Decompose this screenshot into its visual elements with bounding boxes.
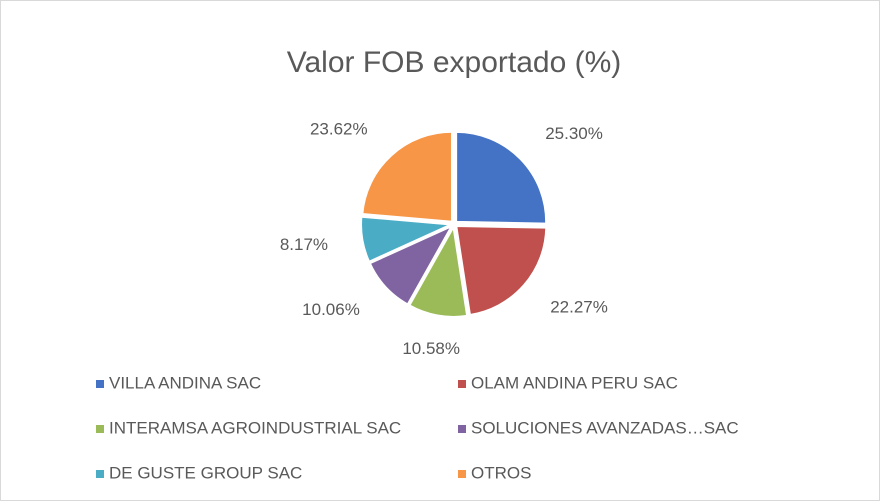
legend-swatch — [96, 425, 104, 433]
pie-slice — [368, 223, 455, 306]
data-label: 23.62% — [310, 119, 368, 138]
legend-swatch — [458, 380, 466, 388]
pie-slice — [455, 130, 548, 225]
legend-label: INTERAMSA AGROINDUSTRIAL SAC — [109, 418, 401, 437]
pie-slice — [361, 130, 453, 223]
pie-slice — [455, 224, 548, 317]
legend-label: OTROS — [471, 463, 531, 482]
data-label: 22.27% — [550, 298, 608, 317]
pie-slice — [408, 223, 469, 318]
chart-title: Valor FOB exportado (%) — [287, 46, 622, 79]
legend-label: DE GUSTE GROUP SAC — [109, 463, 302, 482]
legend-swatch — [96, 380, 104, 388]
legend-label: VILLA ANDINA SAC — [109, 373, 261, 392]
legend-label: SOLUCIONES AVANZADAS…SAC — [471, 418, 739, 437]
legend-swatch — [458, 470, 466, 478]
data-label: 10.06% — [302, 300, 360, 319]
data-label: 25.30% — [545, 124, 603, 143]
legend-swatch — [458, 425, 466, 433]
data-label: 10.58% — [402, 339, 460, 358]
legend-swatch — [96, 470, 104, 478]
pie-slice — [360, 215, 455, 264]
legend-label: OLAM ANDINA PERU SAC — [471, 373, 678, 392]
data-label: 8.17% — [280, 235, 328, 254]
